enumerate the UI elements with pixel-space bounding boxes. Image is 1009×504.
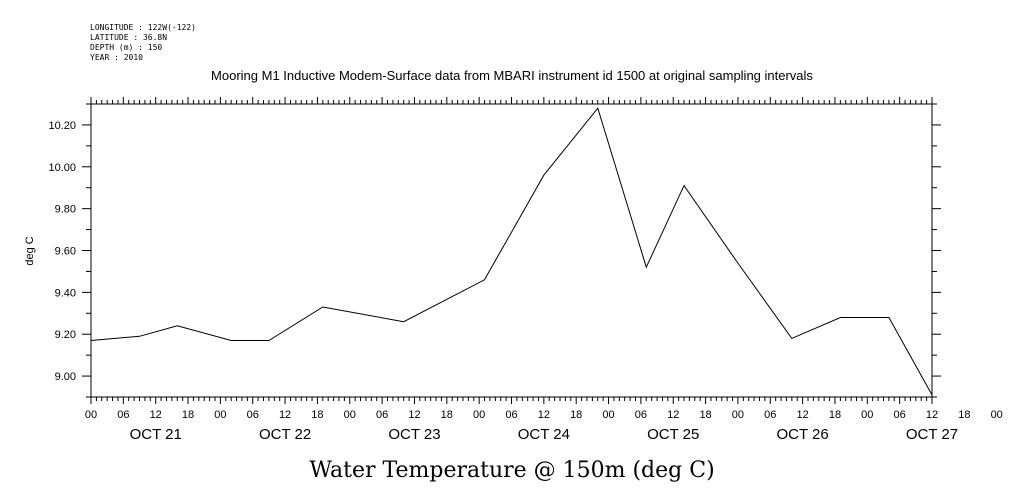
meta-year: YEAR : 2010	[90, 53, 143, 62]
x-tick-label: 18	[829, 409, 841, 421]
x-tick-label: 18	[441, 409, 453, 421]
x-tick-label: 12	[408, 409, 420, 421]
x-day-label: OCT 25	[647, 426, 699, 443]
x-tick-label: 00	[732, 409, 744, 421]
x-tick-label: 06	[764, 409, 776, 421]
y-tick-label: 9.00	[55, 371, 76, 383]
x-tick-label: 00	[602, 409, 614, 421]
y-tick-label: 10.20	[48, 120, 76, 132]
y-tick-label: 9.20	[55, 329, 76, 341]
x-tick-label: 00	[344, 409, 356, 421]
x-tick-label: 12	[796, 409, 808, 421]
x-tick-label: 12	[538, 409, 550, 421]
x-tick-label: 06	[505, 409, 517, 421]
series-line	[90, 107, 933, 396]
x-day-label: OCT 23	[388, 426, 440, 443]
y-tick-label: 9.80	[55, 204, 76, 216]
x-tick-label: 00	[861, 409, 873, 421]
x-tick-label: 12	[667, 409, 679, 421]
x-tick-label: 18	[958, 409, 970, 421]
chart-title: Mooring M1 Inductive Modem-Surface data …	[211, 68, 813, 83]
x-tick-label: 12	[926, 409, 938, 421]
x-tick-label: 12	[150, 409, 162, 421]
x-tick-label: 00	[85, 409, 97, 421]
y-tick-label: 10.00	[48, 162, 76, 174]
x-tick-label: 18	[699, 409, 711, 421]
x-day-label: OCT 24	[518, 426, 570, 443]
x-tick-label: 06	[376, 409, 388, 421]
y-axis-label: deg C	[24, 236, 36, 265]
x-tick-label: 18	[311, 409, 323, 421]
x-tick-label: 18	[570, 409, 582, 421]
x-tick-label: 18	[182, 409, 194, 421]
meta-latitude: LATITUDE : 36.8N	[90, 33, 167, 42]
x-tick-label: 06	[894, 409, 906, 421]
x-tick-label: 00	[991, 409, 1003, 421]
plot-frame	[90, 103, 933, 398]
x-day-label: OCT 21	[130, 426, 182, 443]
x-tick-label: 06	[635, 409, 647, 421]
x-axis-label: Water Temperature @ 150m (deg C)	[309, 458, 714, 483]
x-tick-label: 12	[279, 409, 291, 421]
x-tick-label: 06	[117, 409, 129, 421]
x-tick-label: 00	[473, 409, 485, 421]
meta-longitude: LONGITUDE : 122W(-122)	[90, 23, 196, 32]
x-day-label: OCT 26	[776, 426, 828, 443]
x-tick-label: 00	[214, 409, 226, 421]
x-day-label: OCT 22	[259, 426, 311, 443]
meta-depth: DEPTH (m) : 150	[90, 43, 162, 52]
y-tick-label: 9.60	[55, 246, 76, 258]
x-day-label: OCT 27	[906, 426, 958, 443]
y-tick-label: 9.40	[55, 287, 76, 299]
x-tick-label: 06	[247, 409, 259, 421]
